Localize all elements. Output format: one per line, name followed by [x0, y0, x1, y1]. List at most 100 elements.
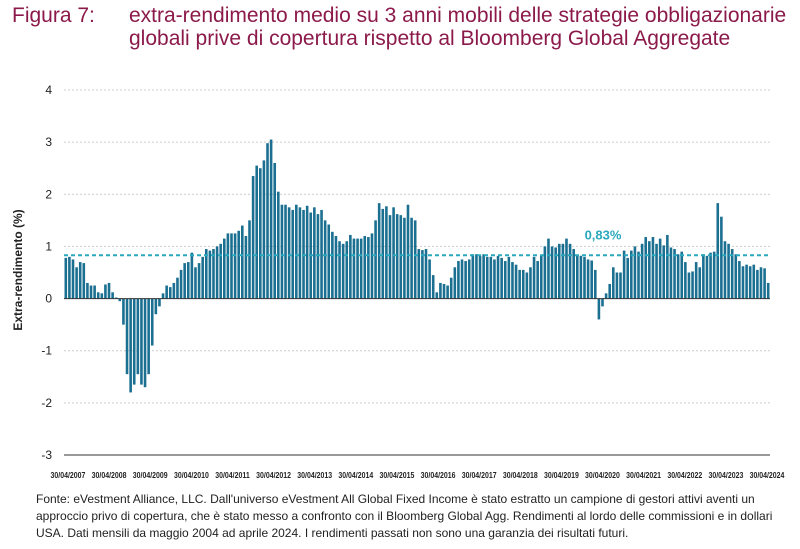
bar — [244, 236, 248, 299]
bar — [226, 233, 230, 299]
bar — [129, 298, 132, 393]
bar — [395, 214, 399, 299]
bar — [428, 259, 431, 299]
bar — [568, 243, 572, 299]
bar — [464, 261, 467, 299]
bar — [442, 283, 446, 299]
bar — [305, 205, 309, 299]
bar — [118, 298, 122, 302]
bar — [320, 209, 323, 299]
bar — [125, 298, 129, 375]
bar — [237, 230, 240, 299]
bar — [150, 298, 154, 346]
bar — [467, 259, 471, 299]
x-tick-label: 30/04/2016 — [421, 470, 456, 480]
bar — [186, 262, 190, 299]
y-tick-label: 2 — [45, 187, 52, 201]
bar — [104, 284, 107, 299]
bar — [403, 217, 406, 299]
bar — [356, 238, 359, 299]
y-tick-label: 0 — [45, 292, 52, 306]
bar — [673, 249, 676, 299]
bar — [539, 255, 543, 299]
bar — [669, 247, 673, 299]
bar — [561, 243, 565, 299]
bar — [727, 243, 730, 299]
bar — [720, 216, 723, 299]
bar — [615, 272, 619, 299]
bar — [503, 261, 507, 299]
bar — [277, 191, 280, 299]
bar — [370, 233, 374, 299]
bar — [723, 241, 727, 299]
bar — [259, 168, 262, 299]
average-label: 0,83% — [585, 227, 622, 242]
bar — [496, 255, 500, 299]
bar — [93, 285, 96, 299]
bar — [734, 254, 738, 299]
bar — [748, 266, 752, 299]
bar — [349, 234, 352, 299]
bar — [208, 250, 212, 299]
bar — [68, 256, 71, 299]
bar — [431, 275, 435, 299]
bar — [143, 298, 147, 388]
x-tick-label: 30/04/2008 — [92, 470, 127, 480]
bar — [684, 262, 687, 299]
x-tick-label: 30/04/2012 — [256, 470, 291, 480]
x-tick-label: 30/04/2021 — [626, 470, 661, 480]
bar — [648, 241, 651, 299]
x-tick-label: 30/04/2023 — [708, 470, 743, 480]
bar — [557, 243, 561, 299]
bar — [525, 272, 529, 299]
x-tick-label: 30/04/2022 — [667, 470, 702, 480]
bar — [532, 256, 536, 299]
bar — [698, 267, 702, 299]
y-tick-label: -3 — [41, 448, 52, 462]
bar — [680, 251, 684, 299]
bar — [345, 241, 349, 299]
bar — [341, 243, 345, 299]
bar — [453, 267, 457, 299]
bar — [165, 285, 168, 299]
bar — [424, 249, 428, 299]
bar — [705, 255, 709, 299]
y-tick-label: -2 — [41, 396, 52, 410]
x-tick-label: 30/04/2020 — [585, 470, 620, 480]
bar — [511, 262, 514, 299]
bar — [352, 238, 356, 299]
bar — [752, 264, 756, 299]
bar — [640, 243, 644, 299]
bar — [449, 277, 453, 299]
bar — [190, 252, 194, 299]
bar — [194, 267, 197, 299]
bar — [439, 282, 442, 299]
bar — [280, 204, 284, 299]
bar — [741, 266, 745, 299]
bar — [493, 259, 496, 299]
bar — [248, 220, 251, 299]
bar — [381, 208, 385, 299]
bar — [96, 292, 100, 299]
bar — [651, 237, 655, 299]
bar — [241, 225, 244, 299]
bar — [597, 298, 601, 320]
bar — [338, 241, 341, 299]
bar — [114, 297, 118, 299]
bar — [485, 256, 489, 299]
bar — [687, 272, 691, 299]
bar — [327, 224, 331, 299]
bar — [158, 298, 161, 307]
bar — [233, 233, 237, 299]
bar — [140, 298, 143, 385]
bar — [132, 298, 136, 385]
bar — [676, 254, 680, 299]
bar — [399, 215, 403, 299]
bar — [215, 246, 219, 299]
bar — [316, 214, 320, 299]
bar — [269, 139, 273, 299]
bar — [367, 237, 370, 299]
bar — [446, 285, 449, 299]
bar — [100, 293, 104, 299]
